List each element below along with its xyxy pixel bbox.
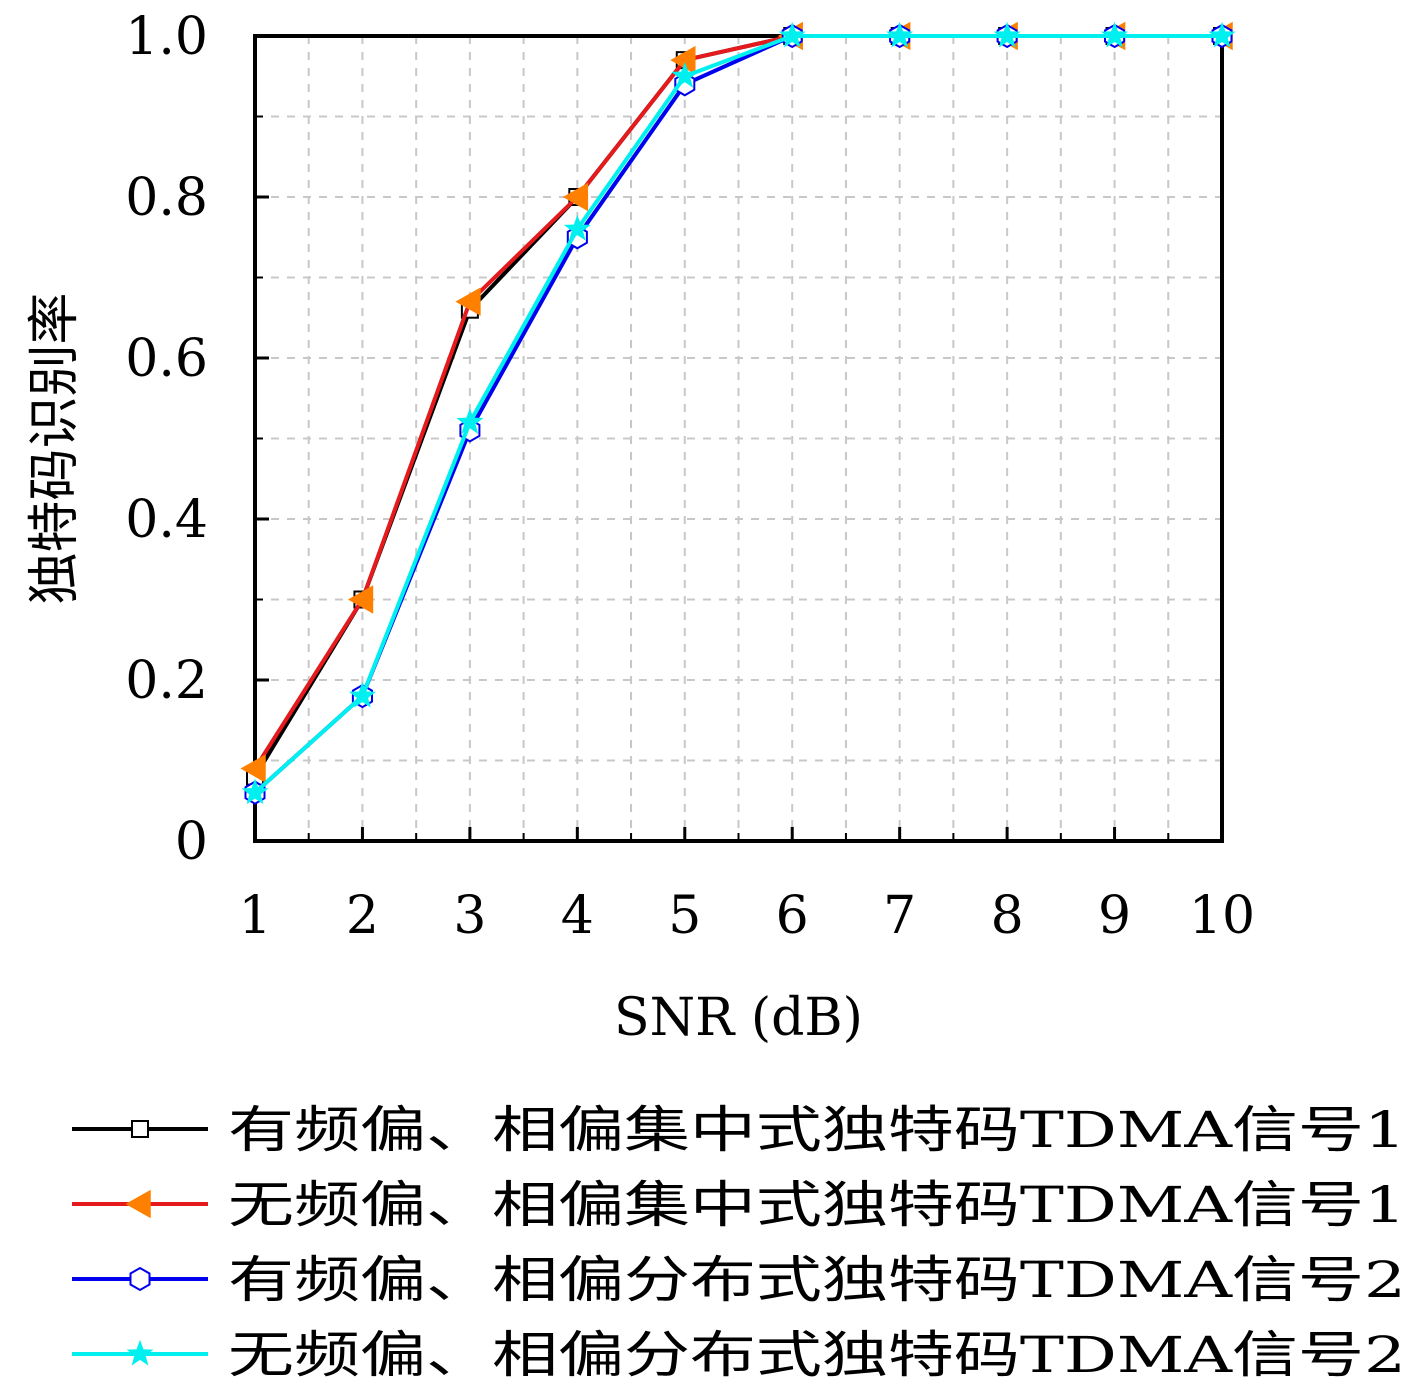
y-axis-label: 独特码识别率 [25, 292, 85, 604]
x-tick-label: 8 [991, 886, 1024, 946]
x-tick-label: 3 [453, 886, 486, 946]
data-point [348, 681, 376, 708]
series-2 [240, 21, 1233, 783]
ticks: 1 2 3 4 5 6 7 8 9 10 0 0.2 0.4 0.6 0.8 1.0 [125, 7, 1255, 946]
series-line [253, 34, 1222, 795]
data-point [778, 21, 806, 48]
data-point [1101, 21, 1129, 48]
legend-label: 无频偏、相偏集中式独特码TDMA信号1 [228, 1176, 1406, 1234]
data-point [455, 287, 481, 316]
x-axis-label: SNR (dB) [614, 988, 863, 1048]
data-point [562, 182, 589, 212]
x-tick-label: 5 [668, 886, 701, 946]
data-point [671, 62, 699, 88]
y-tick-label: 0.4 [125, 490, 208, 550]
legend-entry: 无频偏、相偏分布式独特码TDMA信号2 [72, 1326, 1406, 1384]
x-tick-label: 7 [883, 886, 916, 946]
series-line [253, 34, 1222, 770]
legend-marker [126, 1339, 154, 1366]
series-3 [244, 23, 1233, 805]
data-point [240, 754, 266, 783]
data-point [563, 215, 591, 241]
x-tick-label: 2 [346, 886, 379, 946]
y-tick-label: 0.6 [125, 329, 208, 389]
data-point [1208, 21, 1236, 48]
y-tick-label: 1.0 [125, 7, 208, 67]
x-tick-label: 6 [776, 886, 809, 946]
y-tick-label: 0 [175, 812, 208, 872]
x-tick-label: 9 [1098, 886, 1131, 946]
legend-entry: 有频偏、相偏分布式独特码TDMA信号2 [72, 1251, 1406, 1309]
x-tick-label: 4 [561, 886, 594, 946]
series-group [240, 21, 1236, 805]
x-tick-label: 10 [1189, 886, 1255, 946]
legend-marker [131, 1120, 149, 1138]
legend-marker [129, 1266, 151, 1292]
legend-label: 有频偏、相偏集中式独特码TDMA信号1 [228, 1101, 1406, 1159]
legend-label: 无频偏、相偏分布式独特码TDMA信号2 [228, 1326, 1406, 1384]
data-point [886, 21, 914, 48]
legend-entry: 有频偏、相偏集中式独特码TDMA信号1 [72, 1101, 1406, 1159]
y-tick-label: 0.2 [125, 651, 208, 711]
data-point [241, 778, 269, 805]
data-point [347, 585, 374, 614]
x-tick-label: 1 [238, 886, 271, 946]
grid [255, 36, 1222, 841]
y-tick-label: 0.8 [125, 168, 208, 228]
data-point [456, 408, 484, 434]
legend-marker [125, 1189, 151, 1219]
series-4 [241, 21, 1236, 805]
data-point [993, 21, 1021, 48]
legend: 有频偏、相偏集中式独特码TDMA信号1 无频偏、相偏集中式独特码TDMA信号1 有频… [72, 1101, 1406, 1384]
legend-label: 有频偏、相偏分布式独特码TDMA信号2 [228, 1251, 1406, 1309]
legend-entry: 无频偏、相偏集中式独特码TDMA信号1 [72, 1176, 1406, 1234]
